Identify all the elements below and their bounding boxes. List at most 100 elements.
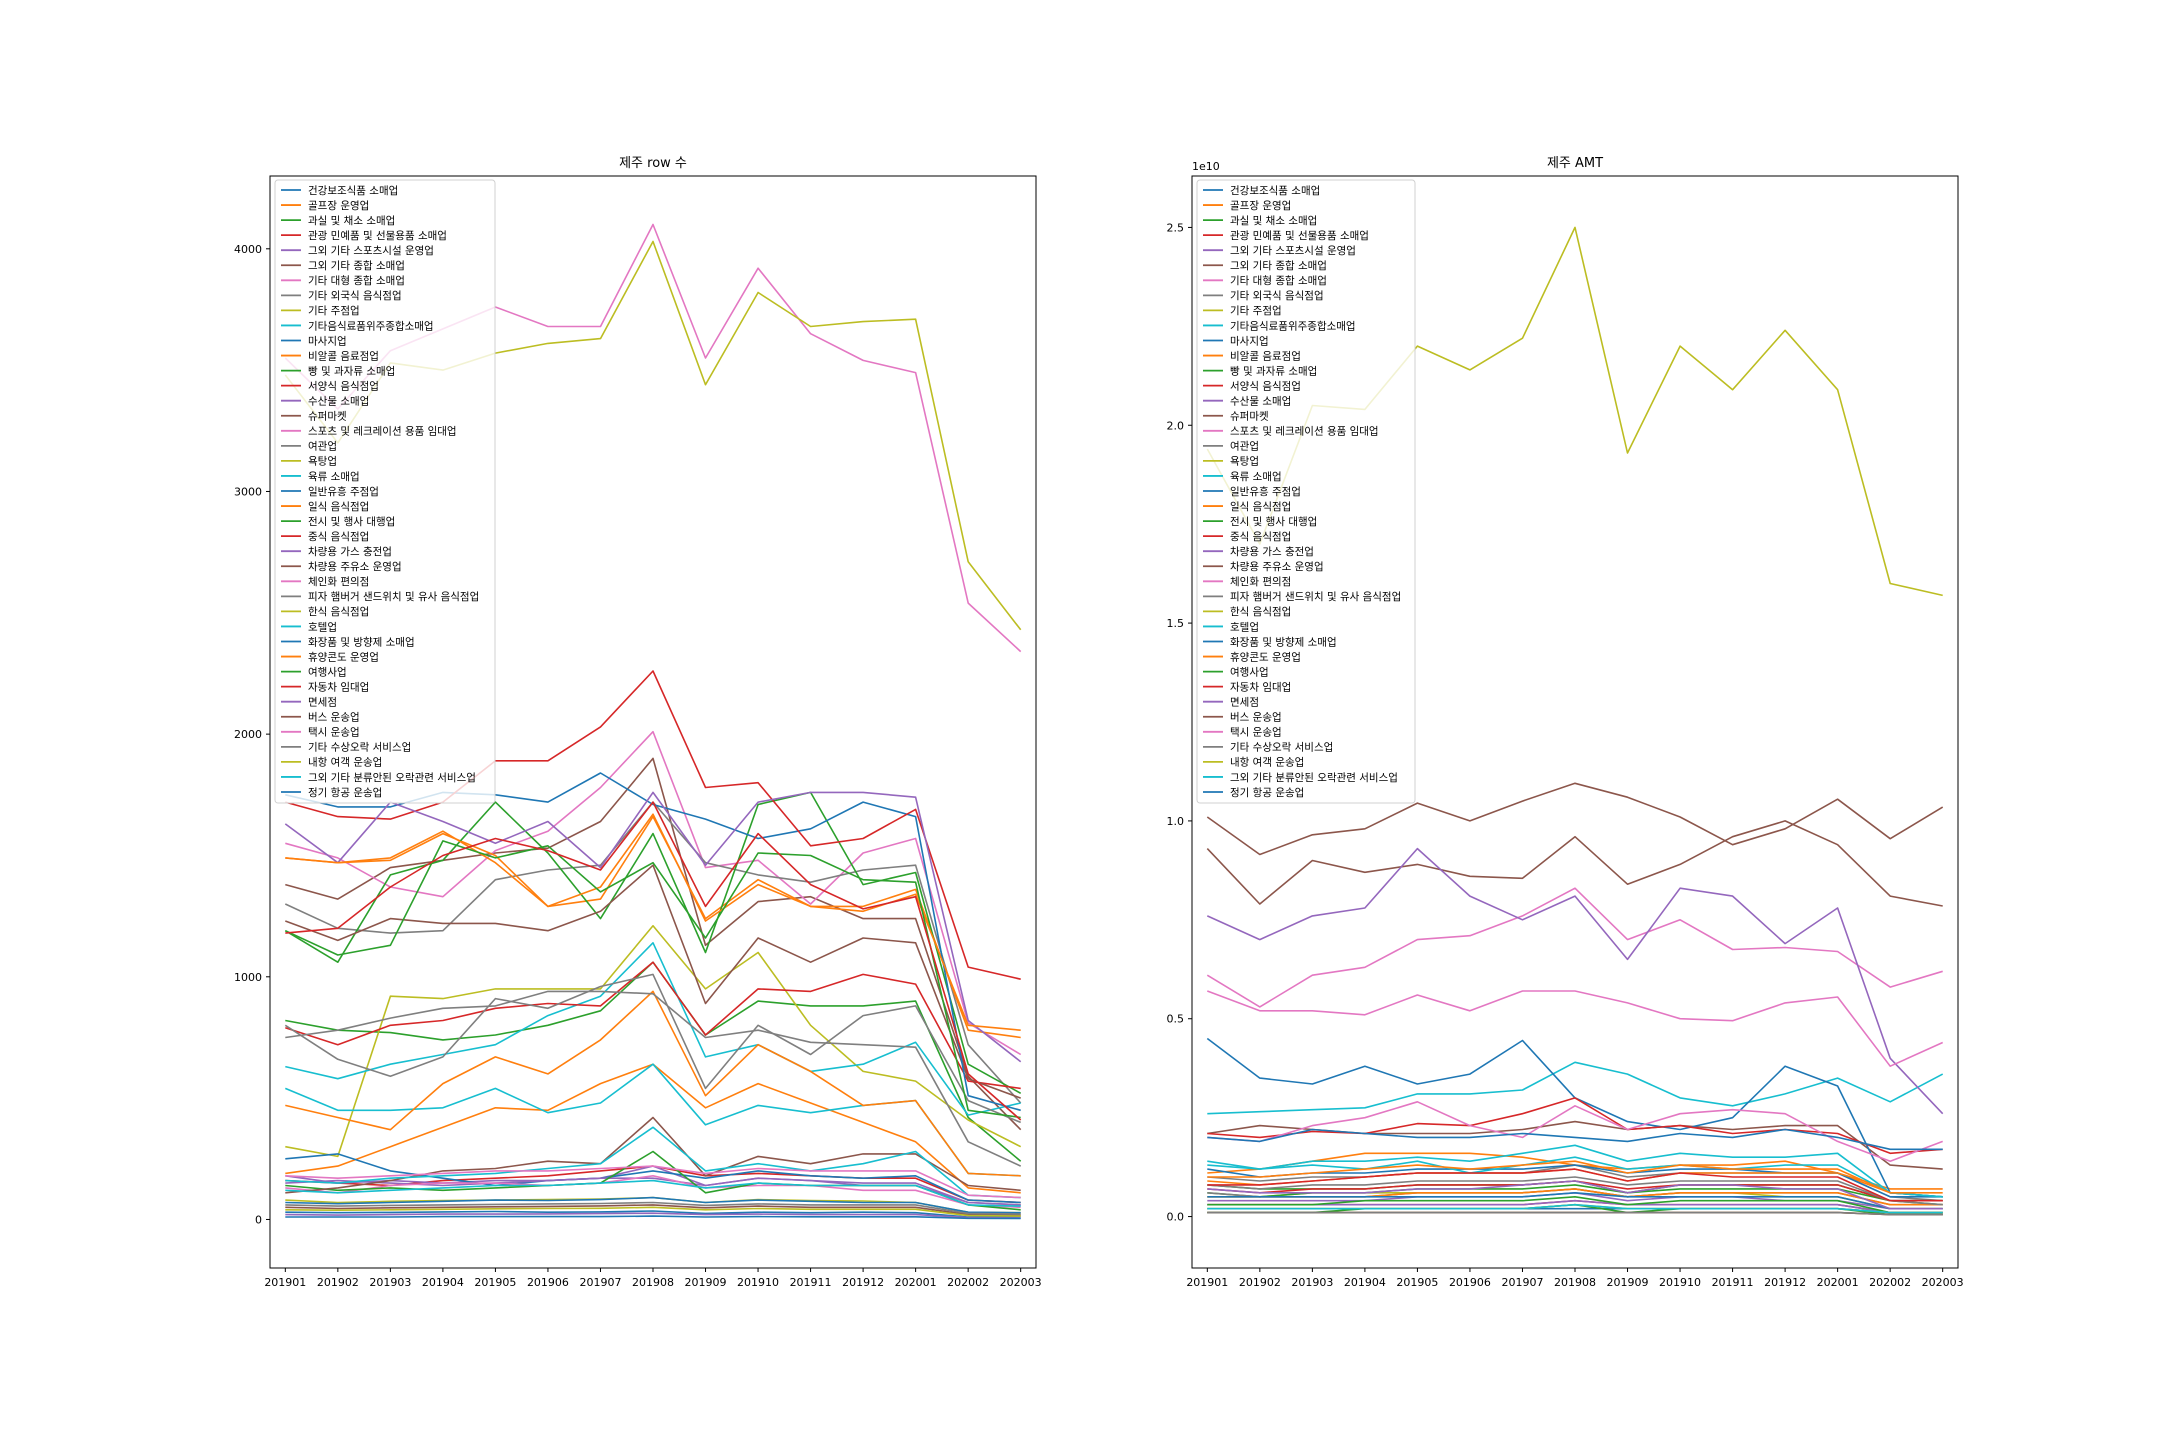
legend-entry: 중식 음식점업 [308,530,369,543]
x-tick-label: 202002 [1869,1276,1911,1289]
legend-entry: 기타 주점업 [1230,304,1282,317]
series-line [285,1212,1021,1219]
series-lines [284,223,1022,1220]
y-tick-label: 1.0 [1167,815,1185,828]
legend-entry: 중식 음식점업 [1230,530,1291,543]
legend-entry: 마사지업 [1230,334,1269,347]
legend-entry: 과실 및 채소 소매업 [1230,214,1317,227]
legend-entry: 스포츠 및 레크레이션 용품 임대업 [308,425,457,438]
legend-entry: 호텔업 [1230,620,1259,633]
legend-entry: 택시 운송업 [1230,726,1282,739]
x-tick-label: 201911 [790,1276,832,1289]
legend-entry: 육류 소매업 [1230,470,1282,483]
chart-title: 제주 row 수 [619,156,687,171]
legend-entry: 골프장 운영업 [1230,199,1291,212]
series-line [285,670,1021,980]
legend-entry: 기타 수상오락 서비스업 [308,741,411,754]
series-line [1207,1180,1943,1210]
y-tick-label: 2000 [234,728,262,741]
series-line [285,1201,1021,1215]
legend-entry: 일식 음식점업 [308,500,369,513]
legend-entry: 서양식 음식점업 [1230,379,1301,392]
series-line [1207,1156,1943,1198]
legend-entry: 체인화 편의점 [1230,575,1291,588]
series-line [1207,1168,1943,1202]
legend-entry: 차량용 가스 충전업 [308,545,392,558]
x-tick-label: 201905 [1396,1276,1438,1289]
legend-entry: 택시 운송업 [308,726,360,739]
legend-entry: 면세점 [308,697,337,709]
series-line [285,1165,1021,1199]
series-line [285,961,1021,1090]
x-tick-label: 201910 [737,1276,779,1289]
series-line [1207,1203,1943,1214]
x-tick-label: 201908 [1554,1276,1596,1289]
legend-entry: 여관업 [1230,440,1259,453]
series-line [1206,887,1943,1008]
y-tick-label: 2.0 [1167,419,1185,432]
legend-entry: 기타 수상오락 서비스업 [1230,741,1333,754]
legend-entry: 서양식 음식점업 [308,379,379,392]
legend-entry: 빵 및 과자류 소매업 [308,364,395,377]
x-tick-label: 201911 [1712,1276,1754,1289]
legend-entry: 마사지업 [308,334,347,347]
legend-entry: 자동차 임대업 [1230,680,1291,693]
legend-entry: 기타 외국식 음식점업 [1230,289,1324,302]
series-line [1207,1128,1943,1151]
legend-entry: 기타 주점업 [308,304,360,317]
legend-entry: 차량용 주유소 운영업 [308,560,402,573]
legend-entry: 전시 및 행사 대행업 [1230,515,1317,528]
series-lines [1206,226,1944,1216]
series-line [1206,847,1944,1115]
y-tick-label: 4000 [234,243,262,256]
legend-entry: 전시 및 행사 대행업 [308,515,395,528]
legend-entry: 정기 항공 운송업 [308,786,382,799]
series-line [1207,990,1944,1067]
series-line [1207,1061,1944,1115]
legend-entry: 건강보조식품 소매업 [308,184,398,197]
x-tick-label: 201903 [1291,1276,1333,1289]
legend-entry: 차량용 주유소 운영업 [1230,560,1324,573]
legend-entry: 면세점 [1230,697,1259,709]
series-line [1207,1101,1943,1162]
legend-entry: 기타 대형 종합 소매업 [308,274,405,287]
series-line [285,1179,1021,1207]
chart-row-count: 제주 row 수 201901 201902 201903 201904 201905 20… [234,156,1042,1289]
x-tick-label: 201904 [1344,1276,1386,1289]
legend-entry: 화장품 및 방향제 소매업 [308,635,415,648]
legend-entry: 건강보조식품 소매업 [1230,184,1320,197]
legend-entry: 욕탕업 [1230,455,1259,468]
series-line [285,1175,1021,1209]
series-line [1207,1176,1943,1206]
legend-entry: 기타음식료품위주종합소매업 [1230,319,1356,332]
x-tick-label: 202003 [1000,1276,1042,1289]
y-tick-label: 2.5 [1167,221,1185,234]
legend-entry: 관광 민예품 및 선물용품 소매업 [308,229,447,242]
x-tick-label: 201904 [422,1276,464,1289]
series-line [285,1126,1021,1199]
x-tick-label: 201902 [317,1276,359,1289]
legend-entry: 수산물 소매업 [1230,395,1291,408]
y-tick-label: 3000 [234,485,262,498]
series-line [1207,1199,1943,1214]
legend-box [274,179,496,804]
legend-entry: 육류 소매업 [308,470,360,483]
x-tick-label: 201908 [632,1276,674,1289]
y-offset-label: 1e10 [1192,160,1220,173]
legend-entry: 일식 음식점업 [1230,500,1291,513]
legend-entry: 한식 음식점업 [1230,605,1291,618]
x-tick-label: 201912 [842,1276,884,1289]
legend-entry: 내항 여객 운송업 [1230,756,1304,769]
legend-entry: 정기 항공 운송업 [1230,786,1304,799]
legend-entry: 화장품 및 방향제 소매업 [1230,635,1337,648]
x-tick-label: 201906 [1449,1276,1491,1289]
x-tick-label: 201905 [474,1276,516,1289]
series-line [285,801,1022,1121]
legend-entry: 기타 대형 종합 소매업 [1230,274,1327,287]
series-line [285,990,1021,1177]
series-line [1207,1192,1943,1210]
legend-entry: 기타 외국식 음식점업 [308,289,402,302]
x-tick-label: 201909 [1607,1276,1649,1289]
legend-entry: 그외 기타 분류안된 오락관련 서비스업 [308,771,476,784]
